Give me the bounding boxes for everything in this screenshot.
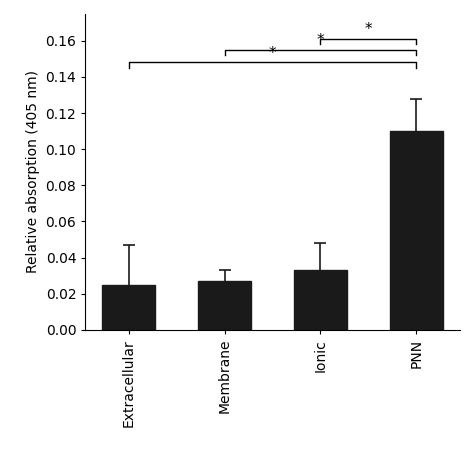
Bar [294,270,347,330]
Bar [102,284,155,330]
Text: *: * [365,22,372,37]
Text: *: * [317,33,324,48]
Y-axis label: Relative absorption (405 nm): Relative absorption (405 nm) [26,70,40,273]
Text: *: * [269,46,276,61]
Bar [198,281,251,330]
Bar [390,131,443,330]
